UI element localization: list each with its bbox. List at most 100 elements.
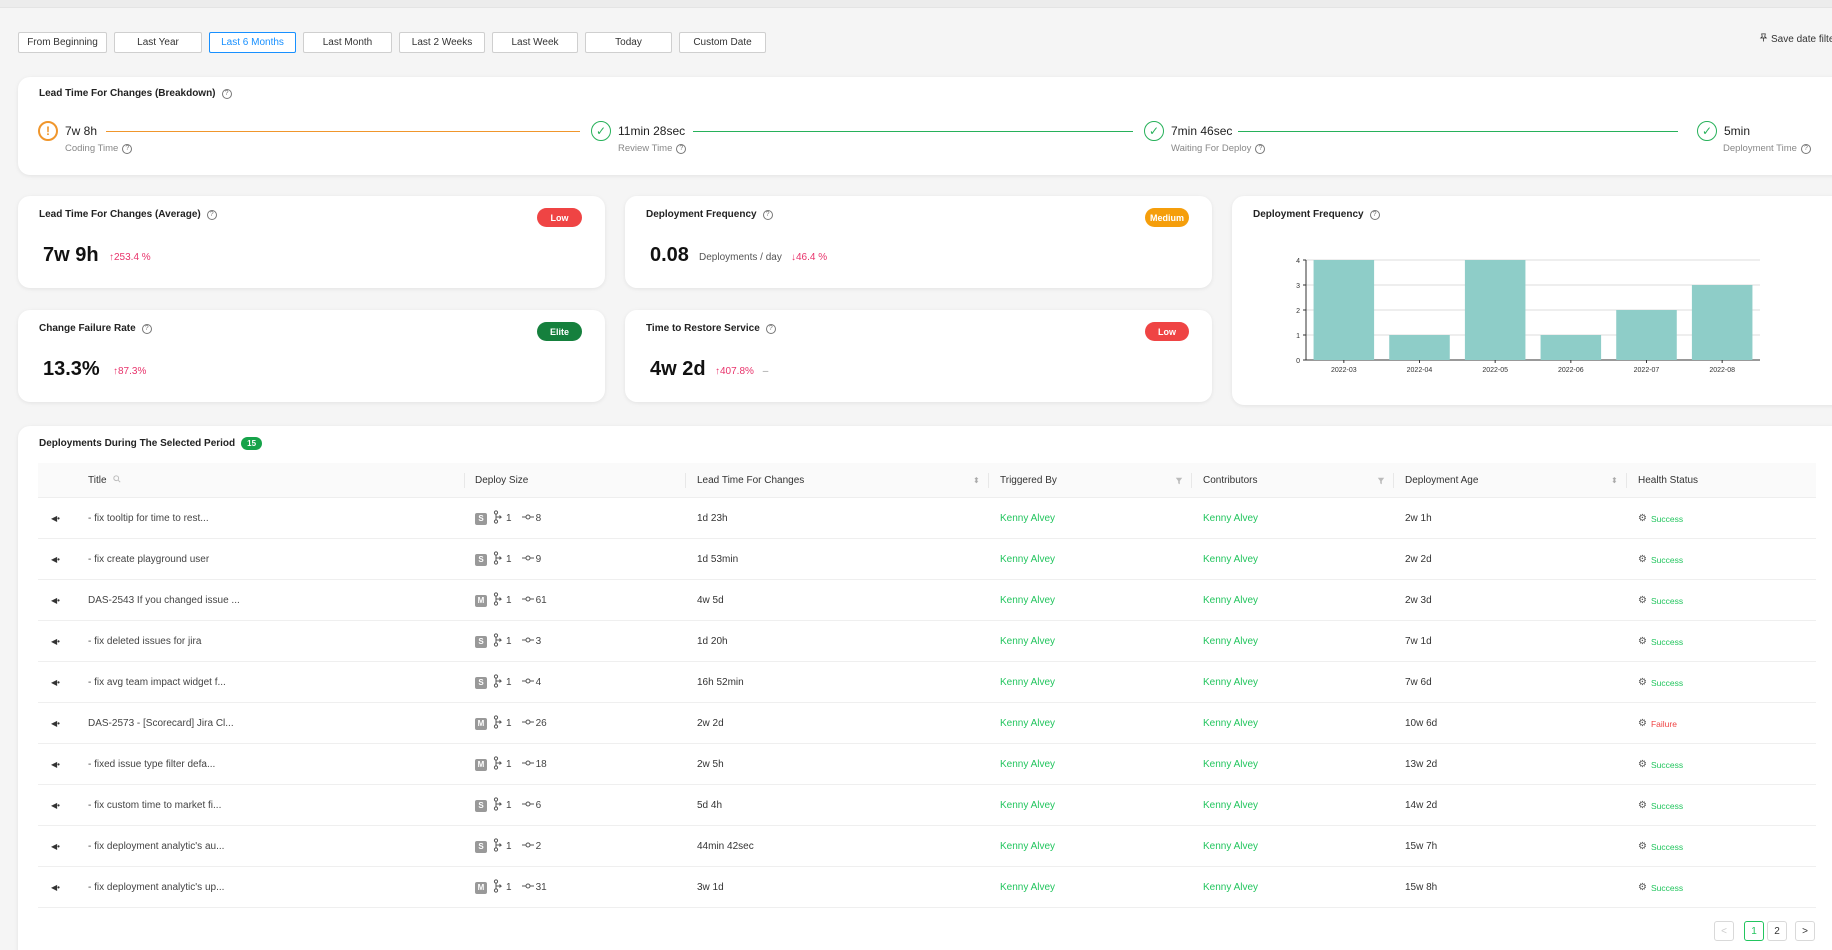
deployment-title[interactable]: - fix deleted issues for jira — [88, 636, 202, 647]
table-row[interactable]: ◀• - fix deployment analytic's up... M 1 31 3… — [38, 867, 1816, 908]
triggered-by[interactable]: Kenny Alvey — [1000, 513, 1056, 524]
contributors[interactable]: Kenny Alvey — [1203, 677, 1259, 688]
deployment-title[interactable]: - fix deployment analytic's au... — [88, 841, 225, 852]
pull-requests: 1 — [493, 879, 512, 896]
bar-2022-07[interactable] — [1616, 310, 1677, 360]
date-filter-custom-date[interactable]: Custom Date — [679, 32, 766, 53]
page-2-button[interactable]: 2 — [1767, 921, 1787, 941]
help-icon[interactable]: ? — [141, 323, 152, 334]
help-icon[interactable]: ? — [676, 143, 687, 154]
help-icon[interactable]: ? — [762, 209, 773, 220]
bar-2022-08[interactable] — [1691, 285, 1753, 360]
table-row[interactable]: ◀• - fix tooltip for time to rest... S 1 8 1d… — [38, 498, 1816, 539]
expand-row-icon[interactable]: ◀• — [51, 801, 60, 810]
date-filter-today[interactable]: Today — [585, 32, 672, 53]
column-triggered-by[interactable]: Triggered By — [1000, 475, 1057, 486]
date-filter-last-6-months[interactable]: Last 6 Months — [209, 32, 296, 53]
expand-row-icon[interactable]: ◀• — [51, 678, 60, 687]
contributors[interactable]: Kenny Alvey — [1203, 636, 1259, 647]
bar-2022-06[interactable] — [1540, 335, 1602, 360]
help-icon[interactable]: ? — [765, 323, 776, 334]
triggered-by[interactable]: Kenny Alvey — [1000, 636, 1056, 647]
page-1-button[interactable]: 1 — [1744, 921, 1764, 941]
save-date-filter-button[interactable]: Save date filte — [1759, 33, 1832, 45]
expand-row-icon[interactable]: ◀• — [51, 514, 60, 523]
help-icon[interactable]: ? — [221, 88, 232, 99]
date-filter-last-month[interactable]: Last Month — [303, 32, 392, 53]
expand-row-icon[interactable]: ◀• — [51, 555, 60, 564]
contributors[interactable]: Kenny Alvey — [1203, 759, 1259, 770]
contributors[interactable]: Kenny Alvey — [1203, 800, 1259, 811]
contributors[interactable]: Kenny Alvey — [1203, 882, 1259, 893]
triggered-by[interactable]: Kenny Alvey — [1000, 677, 1056, 688]
bar-2022-05[interactable] — [1464, 260, 1526, 360]
triggered-by[interactable]: Kenny Alvey — [1000, 882, 1056, 893]
deployment-title[interactable]: DAS-2543 If you changed issue ... — [88, 595, 240, 606]
column-deployment-age[interactable]: Deployment Age — [1405, 475, 1479, 486]
date-filter-last-year[interactable]: Last Year — [114, 32, 202, 53]
gear-icon: ⚙ — [1638, 513, 1647, 524]
triggered-by[interactable]: Kenny Alvey — [1000, 841, 1056, 852]
table-row[interactable]: ◀• DAS-2543 If you changed issue ... M 1 61 4… — [38, 580, 1816, 621]
date-filter-from-beginning[interactable]: From Beginning — [18, 32, 107, 53]
commit-icon — [521, 554, 534, 565]
table-row[interactable]: ◀• DAS-2573 - [Scorecard] Jira Cl... M 1 26 2… — [38, 703, 1816, 744]
triggered-by[interactable]: Kenny Alvey — [1000, 595, 1056, 606]
contributors[interactable]: Kenny Alvey — [1203, 841, 1259, 852]
contributors[interactable]: Kenny Alvey — [1203, 718, 1259, 729]
help-icon[interactable]: ? — [206, 209, 217, 220]
help-icon[interactable]: ? — [122, 143, 133, 154]
help-icon[interactable]: ? — [1800, 143, 1811, 154]
deployment-frequency-title: Deployment Frequency? — [646, 209, 773, 220]
expand-row-icon[interactable]: ◀• — [51, 719, 60, 728]
expand-row-icon[interactable]: ◀• — [51, 637, 60, 646]
column-title[interactable]: Title — [88, 463, 121, 498]
bar-2022-03[interactable] — [1313, 260, 1375, 360]
deployment-title[interactable]: - fix deployment analytic's up... — [88, 882, 225, 893]
column-contributors[interactable]: Contributors — [1203, 475, 1258, 486]
expand-row-icon[interactable]: ◀• — [51, 596, 60, 605]
stage-connector — [1238, 131, 1678, 132]
pull-requests: 1 — [493, 797, 512, 814]
pull-requests: 1 — [493, 510, 512, 527]
contributors[interactable]: Kenny Alvey — [1203, 554, 1259, 565]
contributors[interactable]: Kenny Alvey — [1203, 513, 1259, 524]
deployment-title[interactable]: - fix create playground user — [88, 554, 210, 565]
search-icon[interactable] — [112, 475, 121, 486]
health-status: ⚙ Success — [1638, 636, 1684, 647]
triggered-by[interactable]: Kenny Alvey — [1000, 800, 1056, 811]
sort-icon[interactable]: ⬍ — [1611, 476, 1618, 485]
sort-icon[interactable]: ⬍ — [973, 476, 980, 485]
y-tick-label: 2 — [1296, 308, 1300, 315]
table-row[interactable]: ◀• - fix avg team impact widget f... S 1 4 16… — [38, 662, 1816, 703]
expand-row-icon[interactable]: ◀• — [51, 760, 60, 769]
prev-page-button[interactable]: < — [1714, 921, 1734, 941]
triggered-by[interactable]: Kenny Alvey — [1000, 718, 1056, 729]
stage-label: Waiting For Deploy? — [1171, 143, 1266, 154]
expand-row-icon[interactable]: ◀• — [51, 883, 60, 892]
table-row[interactable]: ◀• - fix create playground user S 1 9 1d 53mi… — [38, 539, 1816, 580]
deployment-title[interactable]: - fixed issue type filter defa... — [88, 759, 216, 770]
filter-icon[interactable] — [1175, 463, 1183, 498]
date-filter-last-week[interactable]: Last Week — [492, 32, 578, 53]
deployment-title[interactable]: DAS-2573 - [Scorecard] Jira Cl... — [88, 718, 234, 729]
bar-2022-04[interactable] — [1389, 335, 1450, 360]
date-filter-last-2-weeks[interactable]: Last 2 Weeks — [399, 32, 485, 53]
table-row[interactable]: ◀• - fix deployment analytic's au... S 1 2 44… — [38, 826, 1816, 867]
next-page-button[interactable]: > — [1795, 921, 1815, 941]
triggered-by[interactable]: Kenny Alvey — [1000, 759, 1056, 770]
column-lead-time[interactable]: Lead Time For Changes — [697, 475, 805, 486]
expand-row-icon[interactable]: ◀• — [51, 842, 60, 851]
deployment-title[interactable]: - fix tooltip for time to rest... — [88, 513, 209, 524]
table-row[interactable]: ◀• - fix custom time to market fi... S 1 6 5d… — [38, 785, 1816, 826]
contributors[interactable]: Kenny Alvey — [1203, 595, 1259, 606]
filter-icon[interactable] — [1377, 463, 1385, 498]
help-icon[interactable]: ? — [1369, 209, 1380, 220]
table-row[interactable]: ◀• - fixed issue type filter defa... M 1 18 2… — [38, 744, 1816, 785]
triggered-by[interactable]: Kenny Alvey — [1000, 554, 1056, 565]
deployment-title[interactable]: - fix custom time to market fi... — [88, 800, 222, 811]
help-icon[interactable]: ? — [1255, 143, 1266, 154]
table-row[interactable]: ◀• - fix deleted issues for jira S 1 3 1d 20h… — [38, 621, 1816, 662]
deployment-title[interactable]: - fix avg team impact widget f... — [88, 677, 226, 688]
